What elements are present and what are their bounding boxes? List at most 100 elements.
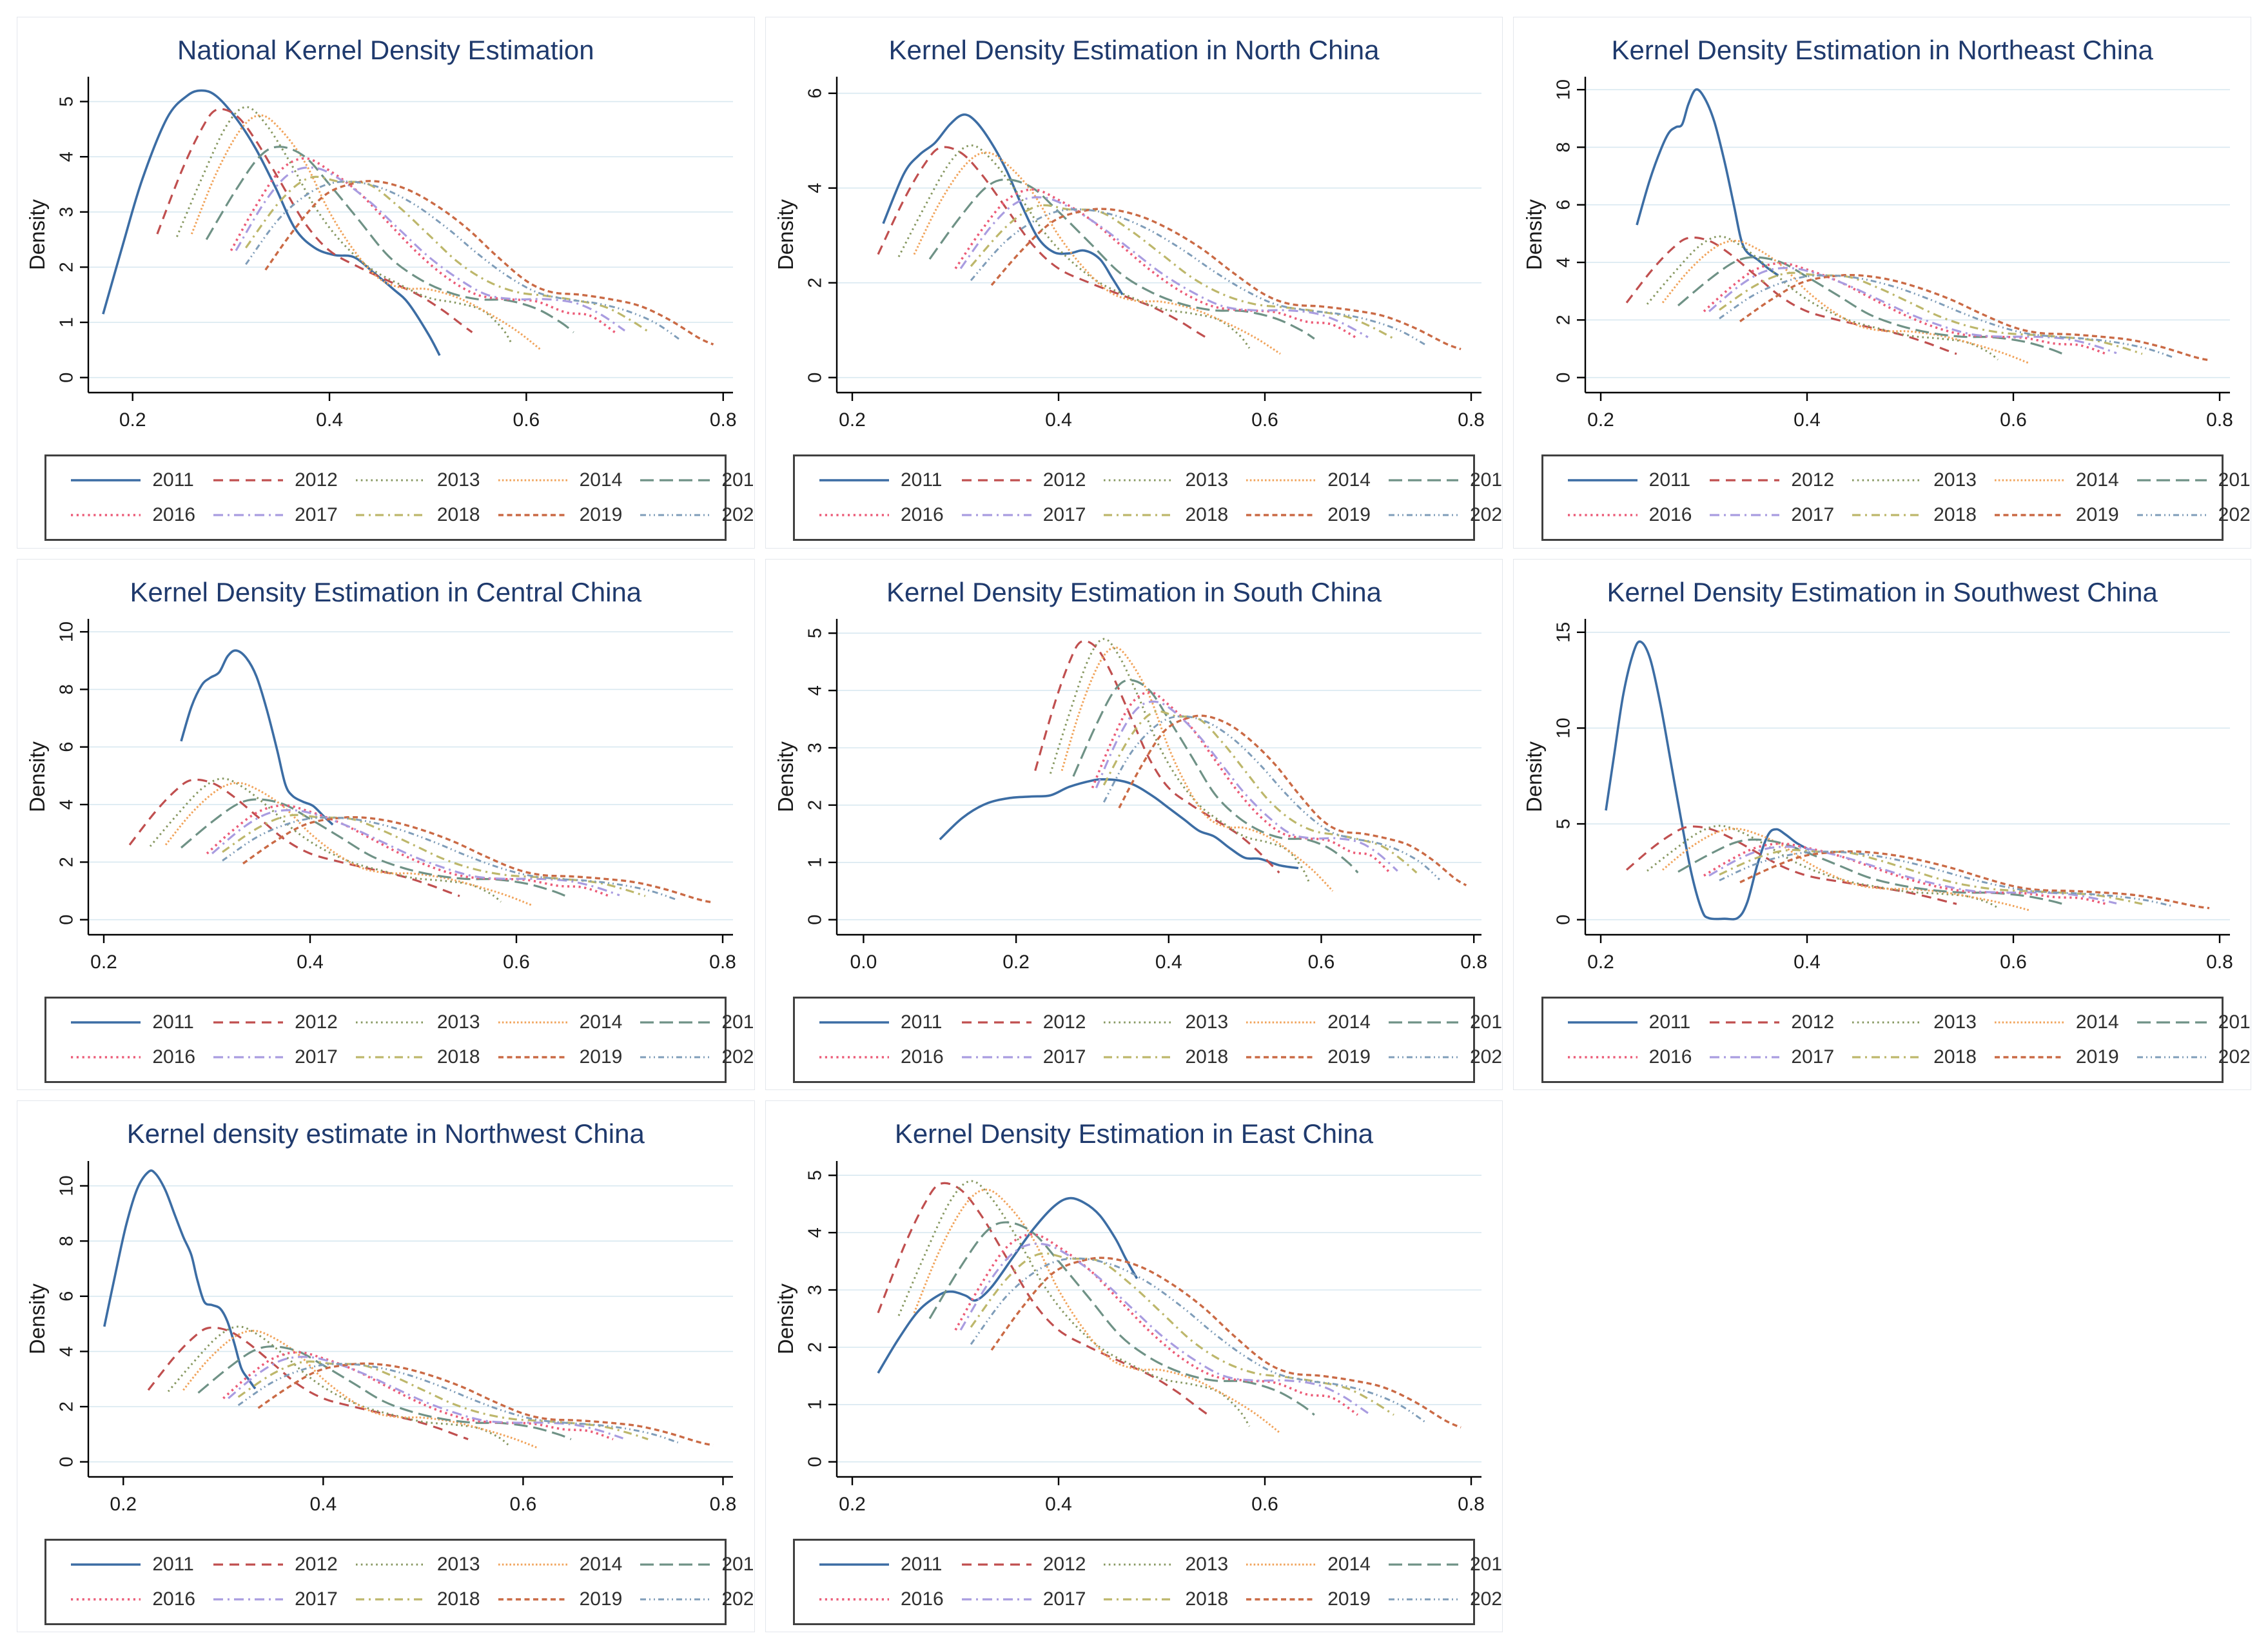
legend-line-swatch <box>640 1598 710 1601</box>
legend-item: 2017 <box>212 1046 338 1068</box>
legend-line-swatch <box>1852 479 1922 482</box>
legend-year-label: 2011 <box>900 1011 943 1033</box>
legend-year-label: 2013 <box>436 1011 480 1033</box>
x-tick-label: 0.4 <box>1794 951 1821 973</box>
density-curve-2012 <box>156 108 473 334</box>
legend-line-swatch <box>819 1056 889 1059</box>
legend-item: 2015 <box>1387 469 1503 491</box>
legend-line-swatch <box>355 1598 425 1601</box>
legend-item: 2016 <box>818 1046 944 1068</box>
legend-line-swatch <box>640 514 710 516</box>
legend-line-swatch <box>1246 1563 1316 1566</box>
density-curve-2011 <box>939 778 1299 870</box>
x-tick-label: 0.2 <box>119 409 146 431</box>
legend-line-swatch <box>1246 479 1316 482</box>
legend-year-label: 2017 <box>1042 1588 1086 1610</box>
legend-line-swatch <box>961 479 1031 482</box>
y-tick-label: 8 <box>57 684 77 694</box>
density-curve-2019 <box>1118 714 1467 886</box>
legend-year-label: 2018 <box>1185 1588 1229 1610</box>
legend-line-swatch <box>819 514 889 517</box>
legend-year-label: 2013 <box>436 469 480 491</box>
density-curve-2014 <box>913 151 1281 355</box>
chart-title: Kernel Density Estimation in Northeast C… <box>1611 35 2153 65</box>
density-curve-2019 <box>990 208 1461 351</box>
legend-line-swatch <box>355 1021 425 1024</box>
density-curve-2017 <box>211 809 620 897</box>
legend-item: 2020 <box>2136 1046 2251 1068</box>
density-curve-2020 <box>1719 850 2173 908</box>
legend-year-label: 2017 <box>1791 1046 1835 1068</box>
legend-line-swatch <box>819 479 889 482</box>
x-tick-label: 0.2 <box>839 409 866 431</box>
x-tick-label: 0.6 <box>510 1494 537 1515</box>
x-tick-label: 0.4 <box>1794 409 1821 431</box>
legend-line-swatch <box>640 479 710 482</box>
legend-item: 2011 <box>1567 1011 1692 1033</box>
y-tick-label: 2 <box>57 1401 77 1412</box>
legend-line-swatch <box>961 514 1031 516</box>
legend-item: 2018 <box>355 1046 480 1068</box>
legend-item: 2011 <box>70 1011 195 1033</box>
density-curve-2020 <box>222 816 677 901</box>
density-curve-2013 <box>897 144 1251 349</box>
x-tick-label: 0.4 <box>1155 951 1182 973</box>
empty-cell <box>1513 1100 2251 1632</box>
density-curve-2014 <box>191 114 542 351</box>
legend-line-swatch <box>1388 1021 1458 1024</box>
legend-box: 2011 2012 2013 2014 2015 2016 2017 2018 2019 2020 <box>1541 997 2251 1084</box>
legend-year-label: 2015 <box>1469 1553 1503 1575</box>
density-curve-2015 <box>206 146 575 334</box>
x-tick-label: 0.2 <box>839 1494 866 1515</box>
legend-year-label: 2015 <box>2218 469 2251 491</box>
density-curve-2018 <box>238 1360 649 1440</box>
legend-item: 2011 <box>818 1011 944 1033</box>
chart-panel-northwest: Kernel density estimate in Northwest Chi… <box>17 1100 755 1632</box>
legend-item: 2020 <box>2136 504 2251 526</box>
density-curve-2019 <box>257 1362 714 1447</box>
x-tick-label: 0.8 <box>1458 1494 1485 1515</box>
legend-year-label: 2016 <box>152 1588 196 1610</box>
density-curve-2017 <box>1708 267 2117 355</box>
legend-item: 2017 <box>212 504 338 526</box>
x-tick-label: 0.8 <box>709 951 736 973</box>
legend-year-label: 2012 <box>1791 1011 1835 1033</box>
chart-panel-northeast: Kernel Density Estimation in Northeast C… <box>1513 17 2251 549</box>
legend-item: 2011 <box>818 469 944 491</box>
legend-item: 2020 <box>639 1046 754 1068</box>
legend-line-swatch <box>498 479 568 482</box>
y-tick-label: 5 <box>57 97 77 107</box>
legend-item: 2014 <box>497 1011 622 1033</box>
legend-year-label: 2015 <box>1469 469 1503 491</box>
legend-year-label: 2014 <box>2075 1011 2119 1033</box>
density-curve-2012 <box>1034 639 1280 874</box>
y-tick-label: 1 <box>57 317 77 327</box>
density-curve-2017 <box>1095 700 1398 872</box>
legend-item: 2011 <box>70 1554 195 1576</box>
legend-line-swatch <box>1852 514 1922 516</box>
y-axis-title: Density <box>28 741 49 813</box>
legend-line-swatch <box>961 1056 1031 1059</box>
legend-line-swatch <box>213 1021 284 1024</box>
legend-line-swatch <box>2136 1021 2207 1024</box>
legend-item: 2012 <box>1708 1011 1834 1033</box>
legend-line-swatch <box>355 1563 425 1566</box>
legend-year-label: 2011 <box>152 1011 194 1033</box>
legend-year-label: 2018 <box>436 504 480 526</box>
density-curve-2020 <box>1102 715 1440 881</box>
density-curve-2019 <box>990 1256 1461 1429</box>
y-tick-label: 5 <box>805 1170 826 1180</box>
x-tick-label: 0.6 <box>1251 409 1278 431</box>
legend-line-swatch <box>498 1021 568 1024</box>
density-curve-2015 <box>928 1221 1315 1416</box>
legend-line-swatch <box>1852 1021 1922 1024</box>
legend-line-swatch <box>498 1056 568 1059</box>
legend-line-swatch <box>71 1597 141 1601</box>
density-curve-2020 <box>1718 274 2174 359</box>
legend-item: 2015 <box>639 1554 754 1576</box>
y-axis-title: Density <box>28 199 49 271</box>
legend-item: 2015 <box>1387 1011 1502 1033</box>
legend-item: 2014 <box>1993 469 2119 491</box>
legend-item: 2014 <box>1245 1011 1371 1033</box>
density-curve-2017 <box>959 196 1369 338</box>
